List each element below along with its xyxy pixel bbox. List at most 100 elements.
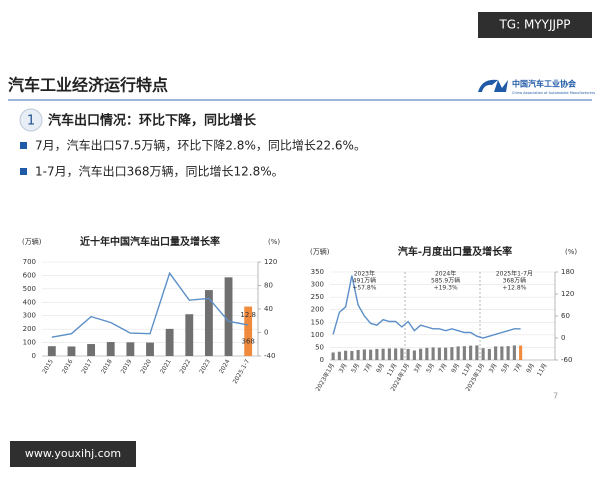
bar — [431, 347, 435, 360]
x-tick-label: 2023 — [198, 358, 212, 375]
section-title: 汽车出口情况：环比下降，同比增长 — [48, 113, 257, 129]
bar — [331, 352, 335, 360]
x-tick-label: 2024 — [218, 358, 232, 375]
bar — [47, 346, 56, 356]
x-tick-label: 9月 — [525, 362, 536, 374]
x-tick-label: 2018 — [100, 358, 114, 375]
chart-title: 汽车-月度出口量及增长率 — [398, 245, 512, 258]
bar — [337, 351, 341, 360]
bar — [344, 350, 348, 360]
y2-tick-label: -40 — [264, 352, 275, 360]
bar — [475, 345, 479, 360]
bar — [146, 342, 154, 356]
y-tick-label: 600 — [23, 271, 36, 279]
bar — [450, 347, 454, 360]
y-tick-label: 150 — [311, 318, 324, 326]
bar — [412, 350, 416, 360]
bar — [456, 346, 460, 360]
bar — [419, 348, 423, 360]
watermark-box — [478, 12, 592, 38]
annotation: +57.8% — [352, 285, 376, 292]
x-tick-label: 3月 — [413, 362, 424, 374]
bar — [462, 346, 466, 360]
y-axis-label: (万辆) — [22, 237, 42, 246]
y2-tick-label: 80 — [264, 282, 273, 290]
x-tick-label: 7月 — [363, 362, 374, 374]
y-tick-label: 250 — [311, 293, 324, 301]
y2-tick-label: 120 — [561, 290, 574, 298]
line-value-label: 12.8 — [240, 311, 256, 319]
x-tick-label: 5月 — [350, 362, 361, 374]
bar — [506, 346, 510, 360]
y2-tick-label: -60 — [561, 356, 572, 364]
x-tick-label: 7月 — [513, 362, 524, 374]
y-tick-label: 0 — [32, 352, 36, 360]
y2-axis-label: (%) — [565, 248, 577, 256]
y-tick-label: 100 — [311, 331, 324, 339]
y2-tick-label: 40 — [264, 305, 273, 313]
bar — [512, 345, 516, 360]
y-axis-label: (万辆) — [310, 247, 330, 256]
bar — [425, 347, 429, 360]
annotation: 368万辆 — [503, 277, 526, 285]
bar — [481, 348, 485, 360]
annotation: +19.3% — [434, 285, 458, 292]
bullet: 7月，汽车出口57.5万辆，环比下降2.8%，同比增长22.6%。 — [35, 138, 366, 153]
bar — [444, 347, 448, 360]
bullet-marker — [20, 168, 27, 175]
x-tick-label: 9月 — [450, 362, 461, 374]
x-tick-label: 5月 — [500, 362, 511, 374]
annotation: 585.9万辆 — [431, 277, 460, 285]
y2-tick-label: 0 — [264, 329, 268, 337]
annotation: 491万辆 — [353, 277, 376, 285]
y2-tick-label: 0 — [561, 334, 565, 342]
line — [332, 275, 521, 339]
bar — [106, 342, 115, 356]
logo-name: 中国汽车工业协会 — [512, 79, 576, 89]
section-number: 1 — [27, 114, 35, 129]
y2-tick-label: 60 — [561, 312, 570, 320]
bar — [400, 348, 404, 360]
bar — [387, 348, 391, 360]
x-tick-label: 2022 — [179, 358, 193, 375]
y2-tick-label: 120 — [264, 258, 277, 266]
chart-title: 近十年中国汽车出口量及增长率 — [80, 235, 220, 248]
watermark-box — [10, 441, 136, 467]
bar — [406, 348, 410, 360]
x-tick-label: 7月 — [438, 362, 449, 374]
annotation: +12.8% — [502, 285, 526, 292]
section-badge — [19, 108, 43, 132]
watermark: TG: MYYJJPP — [498, 18, 570, 32]
y-tick-label: 200 — [23, 325, 36, 333]
x-tick-label: 2019 — [120, 358, 134, 375]
page-number: 7 — [553, 392, 558, 401]
x-tick-label: 2023年1月 — [314, 362, 336, 393]
bar — [437, 347, 441, 360]
bar — [224, 277, 233, 356]
y-tick-label: 0 — [320, 356, 324, 364]
x-tick-label: 2017 — [80, 358, 94, 375]
bar — [494, 346, 498, 360]
bar — [487, 348, 491, 360]
watermark: www.youxihj.com — [25, 447, 121, 460]
bar — [369, 349, 373, 360]
bar — [394, 348, 398, 360]
bar — [244, 306, 253, 356]
line — [51, 271, 249, 338]
x-tick-label: 11月 — [536, 362, 549, 377]
y-tick-label: 500 — [23, 285, 36, 293]
y-tick-label: 700 — [23, 258, 36, 266]
bar — [519, 345, 523, 360]
y2-axis-label: (%) — [268, 238, 280, 246]
x-tick-label: 2021 — [159, 358, 173, 375]
bar — [362, 349, 366, 360]
annotation: 2025年1-7月 — [496, 270, 533, 278]
x-tick-label: 2015 — [41, 358, 55, 375]
bullet: 1-7月，汽车出口368万辆，同比增长12.8%。 — [35, 164, 284, 179]
y2-tick-label: 180 — [561, 268, 574, 276]
annotation: 2024年 — [435, 270, 456, 278]
bar — [381, 348, 385, 360]
bar — [126, 342, 135, 356]
